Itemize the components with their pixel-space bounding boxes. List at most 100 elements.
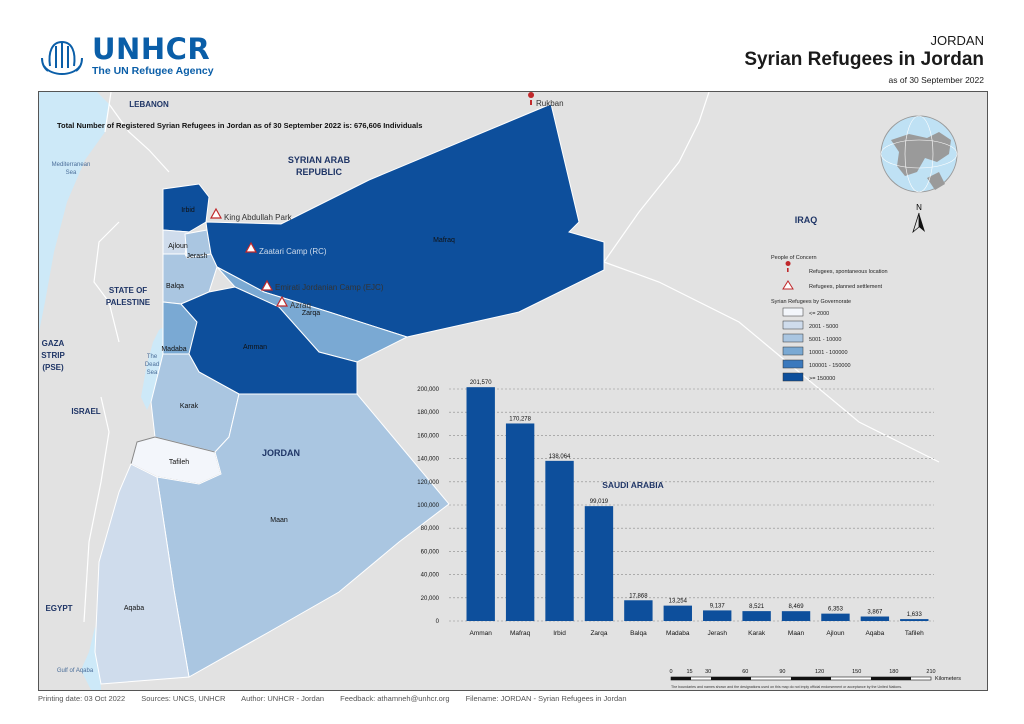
- legend-planned-label: Refugees, planned settlement: [809, 284, 883, 290]
- legend-swatch-6: [782, 372, 804, 382]
- label-mafraq: Mafraq: [433, 237, 455, 244]
- x-tick-label: Karak: [748, 630, 766, 637]
- legend-class-2: 2001 - 5000: [809, 324, 838, 330]
- y-tick-label: 160,000: [417, 433, 439, 439]
- label-azraq: Azraq: [290, 301, 311, 310]
- chart-y-ticks: 0 20,000 40,000 60,000 80,000 100,000 120,000 1…: [417, 387, 439, 625]
- legend-swatch-3: [782, 333, 804, 343]
- label-jordan: JORDAN: [262, 448, 300, 458]
- value-label: 1,633: [907, 612, 923, 618]
- map-frame: LEBANON SYRIAN ARAB REPUBLIC IRAQ STATE …: [38, 91, 988, 691]
- refugee-bar-chart: 0 20,000 40,000 60,000 80,000 100,000 120,000 1…: [417, 380, 934, 637]
- chart-value-labels: 201,570 170,278 138,064 99,019 17,868 13,254 9…: [470, 380, 923, 618]
- org-tagline: The UN Refugee Agency: [92, 65, 214, 77]
- label-med-2: Sea: [66, 170, 77, 176]
- legend-gov-title: Syrian Refugees by Governorate: [771, 299, 851, 305]
- bar-aqaba: [860, 616, 890, 621]
- chart-bars: [466, 387, 929, 621]
- label-syria-2: REPUBLIC: [296, 167, 343, 177]
- y-tick-label: 180,000: [417, 410, 439, 416]
- org-name: UNHCR: [92, 32, 211, 66]
- globe-locator-icon: [880, 115, 958, 193]
- sources: Sources: UNCS, UNHCR: [141, 694, 226, 703]
- filename: Filename: JORDAN - Syrian Refugees in Jo…: [465, 694, 627, 703]
- bar-tafileh: [900, 619, 929, 621]
- footer: Printing date: 03 Oct 2022 Sources: UNCS…: [38, 694, 641, 703]
- bar-ajloun: [821, 613, 850, 621]
- value-label: 99,019: [590, 499, 609, 505]
- label-gaza-3: (PSE): [42, 363, 64, 372]
- label-lebanon: LEBANON: [129, 100, 169, 109]
- y-tick-label: 20,000: [421, 596, 440, 602]
- bar-madaba: [663, 605, 692, 621]
- x-tick-label: Zarqa: [590, 630, 607, 637]
- label-gaza-2: STRIP: [41, 351, 65, 360]
- legend-class-6: >= 150000: [809, 376, 835, 382]
- chart-x-labels: Amman Mafraq Irbid Zarqa Balqa Madaba Jerash Ka…: [470, 630, 925, 637]
- legend-spontaneous-label: Refugees, spontaneous location: [809, 269, 888, 275]
- x-tick-label: Irbid: [553, 630, 566, 637]
- country-name: JORDAN: [930, 33, 984, 48]
- y-tick-label: 0: [436, 619, 440, 625]
- label-irbid: Irbid: [181, 207, 195, 214]
- legend-class-4: 10001 - 100000: [809, 350, 848, 356]
- governorate-labels: Irbid Ajloun Jerash Mafraq Balqa Zarqa M…: [124, 207, 455, 612]
- label-emirati-camp: Emirati Jordanian Camp (EJC): [275, 283, 384, 292]
- y-tick-label: 100,000: [417, 503, 439, 509]
- legend-class-1: <= 2000: [809, 311, 829, 317]
- feedback: Feedback: athamneh@unhcr.org: [340, 694, 450, 703]
- bar-mafraq: [505, 423, 535, 621]
- north-arrow-icon: N: [912, 203, 925, 234]
- label-aqaba: Aqaba: [124, 605, 144, 612]
- legend-class-5: 100001 - 150000: [809, 363, 851, 369]
- label-iraq: IRAQ: [795, 215, 818, 225]
- legend-title: People of Concern: [771, 255, 817, 261]
- bar-zarqa: [584, 506, 614, 621]
- label-jerash: Jerash: [186, 253, 207, 260]
- settlement-markers: King Abdullah Park Zaatari Camp (RC) Emi…: [209, 92, 564, 310]
- scale-tick-label: 0: [669, 669, 672, 675]
- governorates: [94, 103, 605, 685]
- scale-tick-label: 15: [687, 669, 693, 675]
- value-label: 6,353: [828, 607, 844, 613]
- y-tick-label: 40,000: [421, 573, 440, 579]
- scale-tick-label: 180: [889, 669, 898, 675]
- governorate-amman: [180, 286, 358, 395]
- country-borders: [83, 92, 940, 623]
- label-madaba: Madaba: [161, 346, 186, 353]
- label-med-1: Mediterranean: [52, 162, 91, 168]
- legend-swatch-1: [782, 307, 804, 317]
- total-refugees-text: Total Number of Registered Syrian Refuge…: [57, 121, 422, 130]
- y-tick-label: 80,000: [421, 526, 440, 532]
- label-egypt: EGYPT: [45, 604, 72, 613]
- scale-tick-label: 90: [779, 669, 785, 675]
- label-amman: Amman: [243, 344, 267, 351]
- legend-swatch-2: [782, 320, 804, 330]
- legend-spontaneous-icon: [785, 261, 791, 266]
- mediterranean-sea: [39, 92, 109, 332]
- label-ajloun: Ajloun: [168, 243, 188, 250]
- scale-unit: Kilometers: [935, 676, 961, 682]
- x-tick-label: Madaba: [666, 630, 690, 637]
- label-king-abdullah-park: King Abdullah Park: [224, 213, 293, 222]
- value-label: 13,254: [669, 599, 688, 605]
- y-tick-label: 200,000: [417, 387, 439, 393]
- author: Author: UNHCR - Jordan: [241, 694, 325, 703]
- country-labels: LEBANON SYRIAN ARAB REPUBLIC IRAQ STATE …: [41, 100, 817, 613]
- x-tick-label: Tafileh: [905, 630, 924, 637]
- label-palestine-2: PALESTINE: [106, 298, 151, 307]
- scale-bar: 0 15 30 60 90 120 150 180 210 Kilometers The bou…: [669, 669, 961, 689]
- dead-sea: [141, 326, 165, 410]
- y-tick-label: 140,000: [417, 457, 439, 463]
- label-karak: Karak: [180, 403, 199, 410]
- legend-swatch-4: [782, 346, 804, 356]
- legend-class-3: 5001 - 10000: [809, 337, 841, 343]
- value-label: 201,570: [470, 380, 492, 386]
- bar-karak: [742, 611, 771, 621]
- bar-jerash: [703, 610, 732, 621]
- bar-maan: [781, 611, 811, 621]
- scale-tick-label: 60: [742, 669, 748, 675]
- label-israel: ISRAEL: [71, 407, 100, 416]
- value-label: 9,137: [710, 603, 726, 609]
- water-labels: Mediterranean Sea The Dead Sea Gulf of A…: [52, 162, 160, 674]
